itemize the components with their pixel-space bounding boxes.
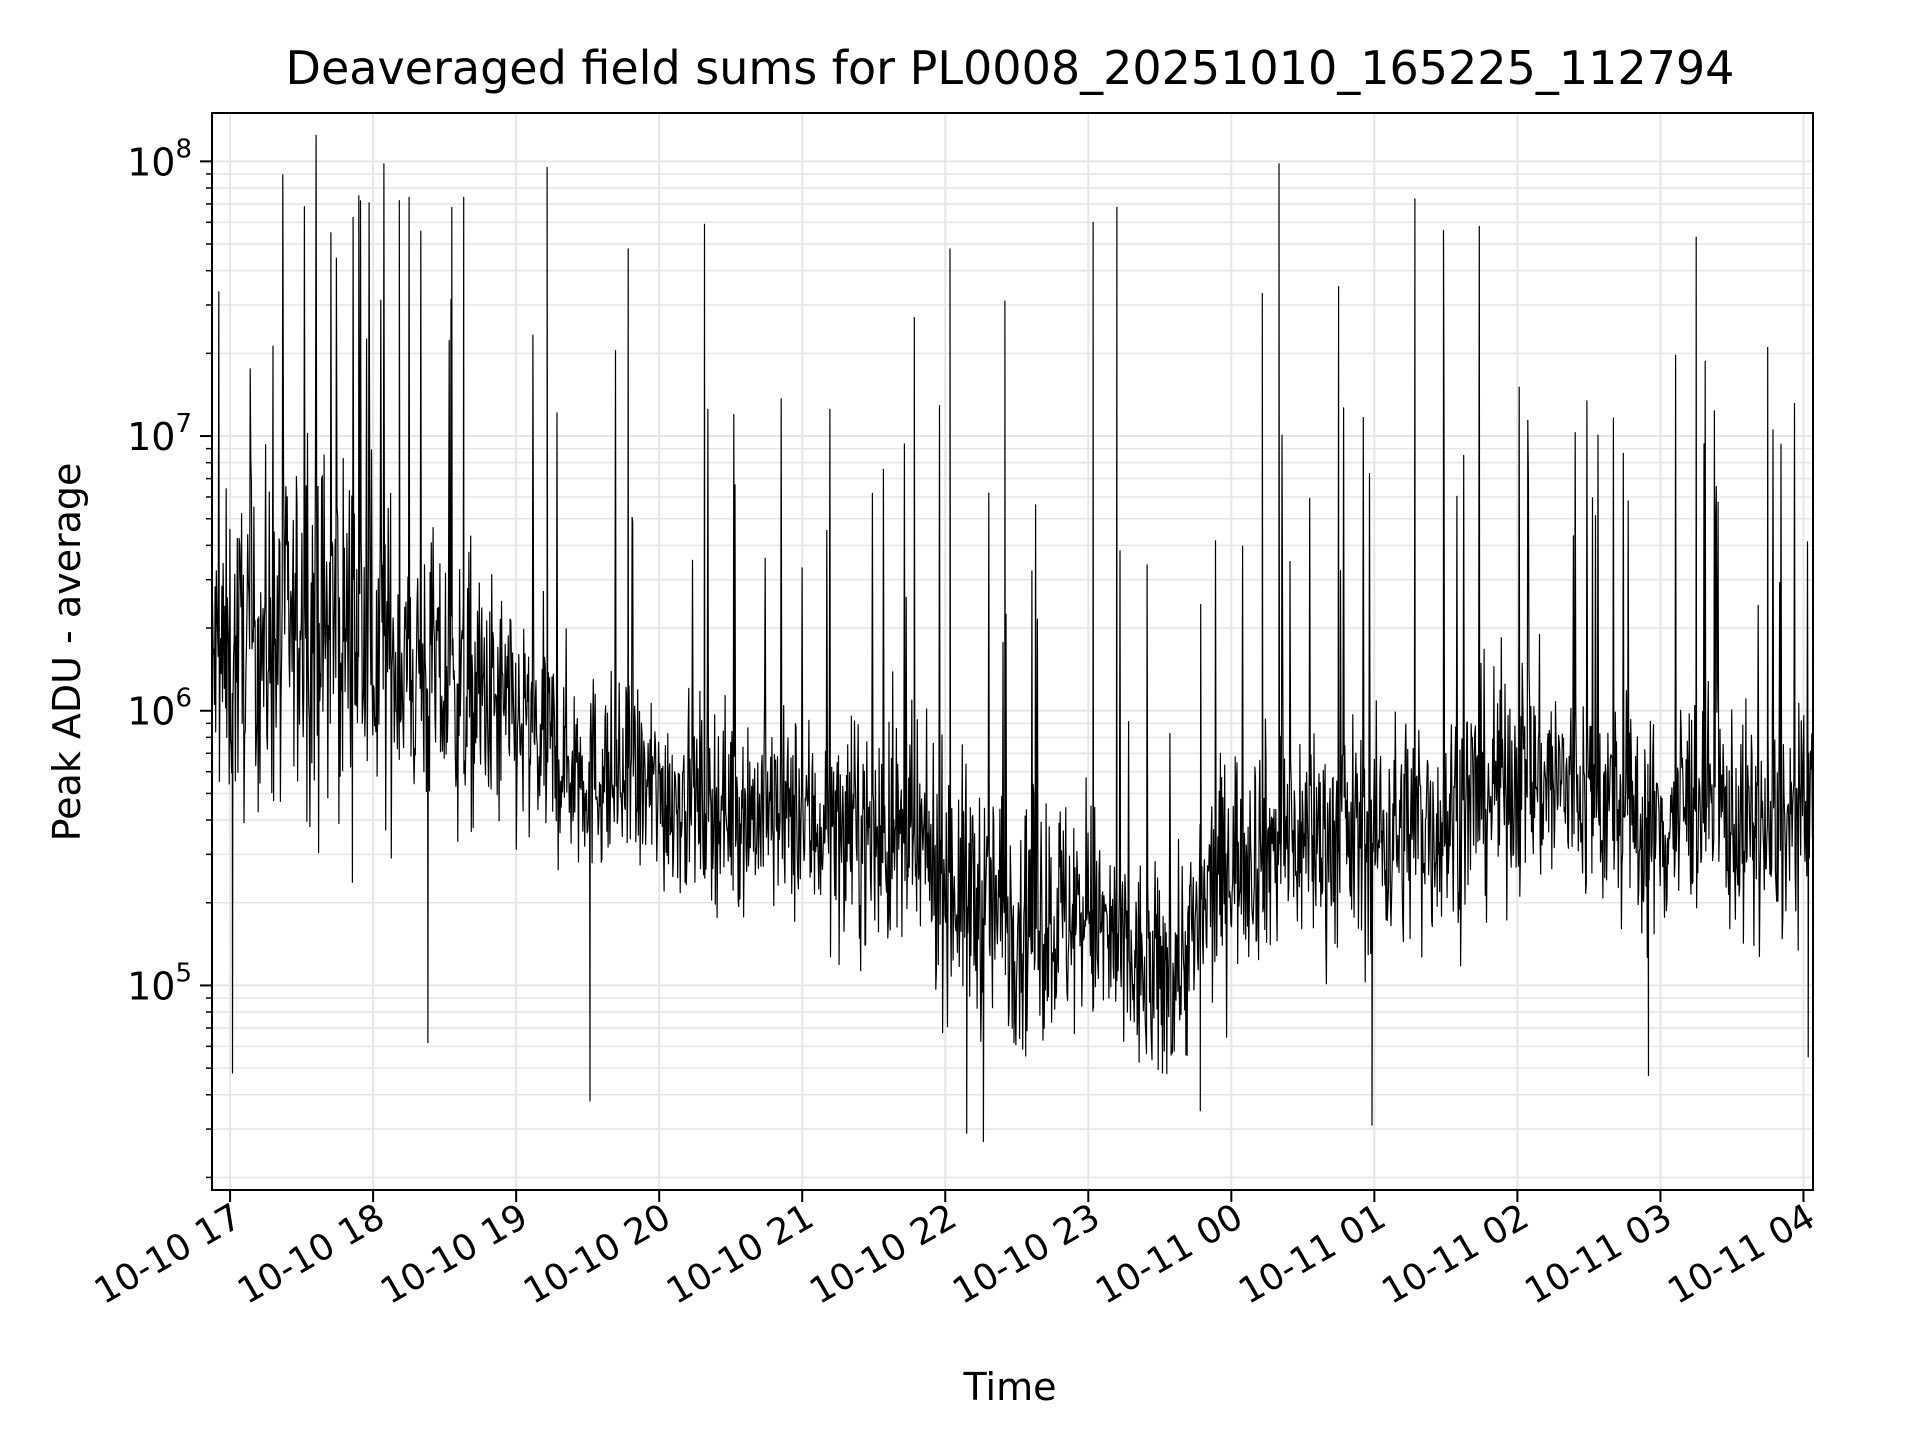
y-axis-label: Peak ADU - average bbox=[45, 463, 89, 842]
y-tick-label: 108 bbox=[127, 134, 192, 184]
x-tick-label: 10-11 03 bbox=[1518, 1196, 1679, 1312]
x-tick-label: 10-11 01 bbox=[1232, 1196, 1393, 1312]
x-tick-label: 10-10 18 bbox=[231, 1196, 392, 1312]
x-tick-label: 10-11 00 bbox=[1089, 1196, 1250, 1312]
x-tick-label: 10-10 22 bbox=[803, 1196, 964, 1312]
x-tick-label: 10-10 19 bbox=[374, 1196, 535, 1312]
series-line bbox=[211, 134, 1814, 1143]
x-tick-label: 10-10 23 bbox=[946, 1196, 1107, 1312]
y-tick-label: 106 bbox=[127, 684, 192, 734]
plot-frame bbox=[211, 112, 1814, 1191]
x-tick-label: 10-11 02 bbox=[1375, 1196, 1536, 1312]
x-tick-label: 10-10 17 bbox=[88, 1196, 249, 1312]
x-tick-label: 10-11 04 bbox=[1661, 1196, 1822, 1312]
x-axis-label: Time bbox=[963, 1365, 1057, 1409]
x-tick-label: 10-10 21 bbox=[660, 1196, 821, 1312]
series-layer bbox=[211, 134, 1814, 1143]
y-tick-label: 105 bbox=[127, 958, 192, 1008]
x-tick-label: 10-10 20 bbox=[517, 1196, 678, 1312]
y-axis-ticks: 105 106 107 108 bbox=[127, 134, 192, 1008]
chart-title: Deaveraged field sums for PL0008_2025101… bbox=[286, 41, 1735, 95]
y-tick-label: 107 bbox=[127, 409, 192, 459]
